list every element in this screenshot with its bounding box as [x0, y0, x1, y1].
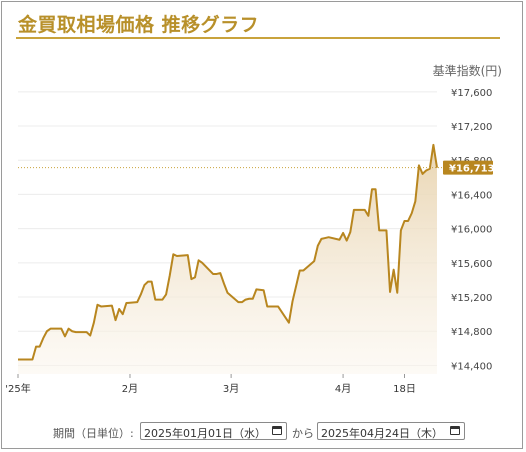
y-axis-unit-label: 基準指数(円): [432, 64, 502, 78]
period-label: 期間（日単位）:: [53, 427, 134, 440]
start-date-input[interactable]: 2025年01月01日（水）: [140, 422, 287, 440]
title-divider: [16, 37, 500, 39]
y-tick-label: ¥14,400: [451, 361, 492, 372]
y-tick-label: ¥16,400: [451, 190, 492, 201]
current-price-badge: [443, 160, 493, 175]
x-tick-label: 3月: [223, 383, 239, 395]
start-date-value: 2025年01月01日（水）: [144, 427, 266, 440]
page-title: 金買取相場価格 推移グラフ: [18, 14, 260, 36]
y-tick-label: ¥16,000: [451, 225, 492, 236]
x-tick-label: 2月: [122, 383, 138, 395]
y-tick-label: ¥15,200: [451, 293, 492, 304]
x-tick-label: 4月: [335, 383, 351, 395]
x-tick-label: '25年: [5, 382, 30, 395]
period-controls: 期間（日単位）: 2025年01月01日（水） から 2025年04月24日（木…: [0, 422, 526, 442]
calendar-icon[interactable]: [450, 426, 460, 435]
end-date-input[interactable]: 2025年04月24日（木）: [317, 422, 465, 440]
y-tick-label: ¥15,600: [451, 259, 492, 270]
y-tick-label: ¥17,200: [451, 122, 492, 133]
current-price-label: ¥16,713: [449, 164, 495, 175]
y-tick-label: ¥14,800: [451, 327, 492, 338]
price-chart: ¥14,400 ¥14,800 ¥15,200 ¥15,600 ¥16,000 ¥16,4…: [5, 88, 495, 395]
x-tick-label: 18日: [393, 384, 416, 395]
range-connector: から: [292, 427, 314, 440]
price-area-fill: [18, 144, 437, 374]
end-date-value: 2025年04月24日（木）: [321, 427, 443, 440]
y-tick-label: ¥17,600: [451, 88, 492, 99]
price-line: [18, 143, 438, 361]
calendar-icon[interactable]: [272, 426, 282, 435]
